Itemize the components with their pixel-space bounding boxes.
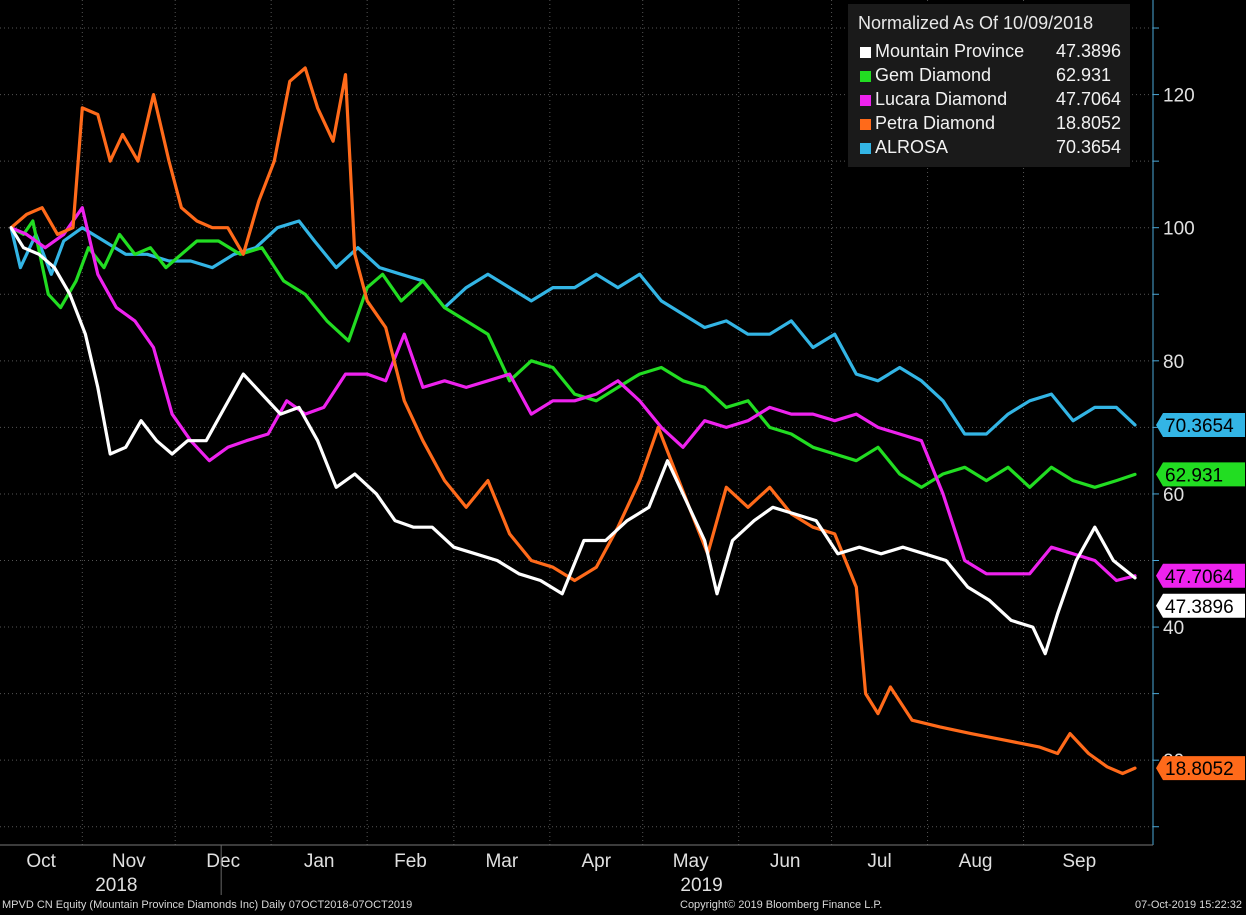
x-tick-label: Apr	[581, 851, 611, 872]
x-tick-label: Aug	[959, 851, 993, 872]
x-tick-label: Nov	[112, 851, 146, 872]
legend-swatch	[860, 143, 871, 154]
x-tick-label: Jan	[304, 851, 335, 872]
last-value-tag-lucara-diamond: 47.7064	[1165, 567, 1234, 588]
legend-series-name: Lucara Diamond	[875, 89, 1008, 109]
legend-series-name: Petra Diamond	[875, 113, 996, 133]
x-tick-label: May	[673, 851, 709, 872]
last-value-tag-gem-diamond: 62.931	[1165, 465, 1223, 486]
legend-title: Normalized As Of 10/09/2018	[858, 13, 1094, 33]
series-line-petra-diamond	[9, 66, 1137, 776]
last-value-tag-bg	[1156, 462, 1245, 487]
last-value-tag-petra-diamond: 18.8052	[1165, 759, 1234, 780]
legend-series-value: 70.3654	[1056, 137, 1122, 157]
legend-entry: ALROSA 70.3654	[858, 137, 1128, 161]
y-tick-label: 40	[1163, 618, 1184, 639]
x-year-label: 2019	[680, 875, 722, 896]
legend-entry: Petra Diamond 18.8052	[858, 113, 1128, 137]
legend: Normalized As Of 10/09/2018 Mountain Pro…	[848, 4, 1130, 167]
footer-ticker-info: MPVD CN Equity (Mountain Province Diamon…	[2, 899, 413, 911]
legend-series-value: 47.7064	[1056, 89, 1122, 109]
legend-entry: Mountain Province 47.3896	[858, 41, 1128, 65]
y-tick-label: 120	[1163, 86, 1195, 107]
footer-copyright: Copyright© 2019 Bloomberg Finance L.P.	[680, 899, 883, 911]
legend-series-value: 18.8052	[1056, 113, 1122, 133]
legend-swatch	[860, 119, 871, 130]
legend-series-name: ALROSA	[875, 137, 949, 157]
series-lines	[9, 66, 1137, 776]
x-tick-label: Dec	[206, 851, 240, 872]
last-value-tag-bg	[1156, 593, 1245, 618]
legend-swatch	[860, 47, 871, 58]
legend-series-name: Mountain Province	[875, 41, 1025, 61]
series-line-gem-diamond	[9, 219, 1137, 489]
legend-swatch	[860, 71, 871, 82]
series-line-alrosa	[9, 219, 1137, 436]
footer-timestamp: 07-Oct-2019 15:22:32	[1134, 899, 1242, 911]
x-year-label: 2018	[95, 875, 137, 896]
legend-entry: Lucara Diamond 47.7064	[858, 89, 1128, 113]
last-value-tag-bg	[1156, 412, 1245, 437]
series-line-lucara-diamond	[9, 206, 1137, 583]
legend-series-value: 62.931	[1056, 65, 1112, 85]
legend-entry: Gem Diamond 62.931	[858, 65, 1128, 89]
last-value-tags: 70.3654 62.931 47.7064 47.3896 18.8052	[1156, 412, 1245, 781]
last-value-tag-bg	[1156, 563, 1245, 588]
last-value-tag-alrosa: 70.3654	[1165, 416, 1234, 437]
x-tick-label: Oct	[26, 851, 56, 872]
y-tick-label: 80	[1163, 352, 1184, 373]
legend-series-name: Gem Diamond	[875, 65, 992, 85]
x-tick-label: Mar	[485, 851, 518, 872]
last-value-tag-mountain-province: 47.3896	[1165, 597, 1234, 618]
series-line-mountain-province	[9, 226, 1137, 656]
y-tick-label: 100	[1163, 219, 1195, 240]
x-tick-label: Feb	[394, 851, 427, 872]
y-tick-label: 60	[1163, 485, 1184, 506]
legend-swatch	[860, 95, 871, 106]
x-tick-label: Jun	[770, 851, 801, 872]
legend-series-value: 47.3896	[1056, 41, 1122, 61]
x-tick-label: Sep	[1062, 851, 1096, 872]
x-axis: Oct Nov Dec Jan Feb Mar Apr May Jun Jul Aug Sep 2018…	[0, 844, 1153, 896]
x-tick-label: Jul	[867, 851, 891, 872]
last-value-tag-bg	[1156, 756, 1245, 781]
